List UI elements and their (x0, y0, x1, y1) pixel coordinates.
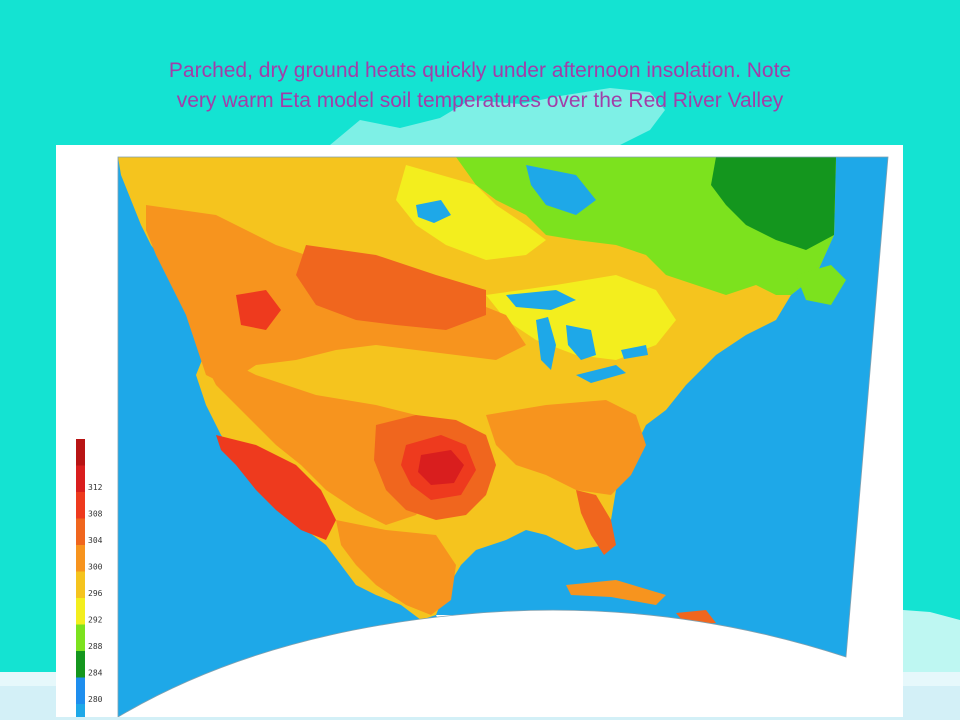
warm-region-mexico (336, 520, 456, 615)
legend-swatch (76, 545, 85, 572)
warm-region-southeast (486, 400, 646, 495)
lake-ontario (621, 345, 648, 359)
warm-region-plains (296, 245, 486, 330)
lake-michigan (536, 317, 556, 370)
legend-swatch (76, 624, 85, 651)
hot-region-pacific-northwest (236, 290, 281, 330)
slide-title-line-1: Parched, dry ground heats quickly under … (168, 59, 792, 82)
hudson-bay-area (526, 165, 596, 215)
lake-huron (566, 325, 596, 360)
newfoundland (796, 265, 846, 305)
land-outside-domain (436, 615, 576, 685)
legend-swatch (76, 571, 85, 598)
legend-swatch (76, 598, 85, 625)
legend-label: 312 (88, 483, 103, 492)
legend-label: 296 (88, 589, 103, 598)
great-slave-lake (416, 200, 451, 223)
legend-swatch (76, 651, 85, 678)
legend-swatch (76, 465, 85, 492)
legend-label: 308 (88, 510, 103, 519)
legend-label: 292 (88, 616, 103, 625)
legend-swatch (76, 492, 85, 519)
hottest-core (418, 450, 464, 485)
mild-band-canada (396, 165, 546, 260)
slide-title: Parched, dry ground heats quickly under … (40, 56, 920, 116)
cuba (566, 580, 666, 605)
legend-swatch (76, 439, 85, 466)
lake-superior (506, 290, 576, 310)
soil-temperature-map-panel: 312 308 304 300 296 292 288 284 280 (56, 145, 903, 717)
legend-label: 280 (88, 695, 103, 704)
legend-label: 304 (88, 536, 103, 545)
legend-label: 284 (88, 669, 103, 678)
hot-region-baja-sonora (216, 435, 336, 540)
legend-swatch (76, 677, 85, 704)
warm-region-southwest (196, 345, 436, 525)
soil-temperature-map: 312 308 304 300 296 292 288 284 280 (76, 156, 889, 717)
lake-erie (576, 365, 626, 383)
legend-label: 288 (88, 642, 103, 651)
florida-peninsula (576, 490, 616, 555)
legend-swatch (76, 704, 85, 717)
legend-label: 300 (88, 563, 103, 572)
legend-swatch (76, 518, 85, 545)
temperature-legend: 312 308 304 300 296 292 288 284 280 (76, 439, 103, 717)
slide-title-line-2: very warm Eta model soil temperatures ov… (176, 89, 784, 112)
model-domain-outline (117, 156, 889, 717)
background-cloud-shape (903, 610, 960, 672)
cold-region-labrador (711, 157, 836, 250)
